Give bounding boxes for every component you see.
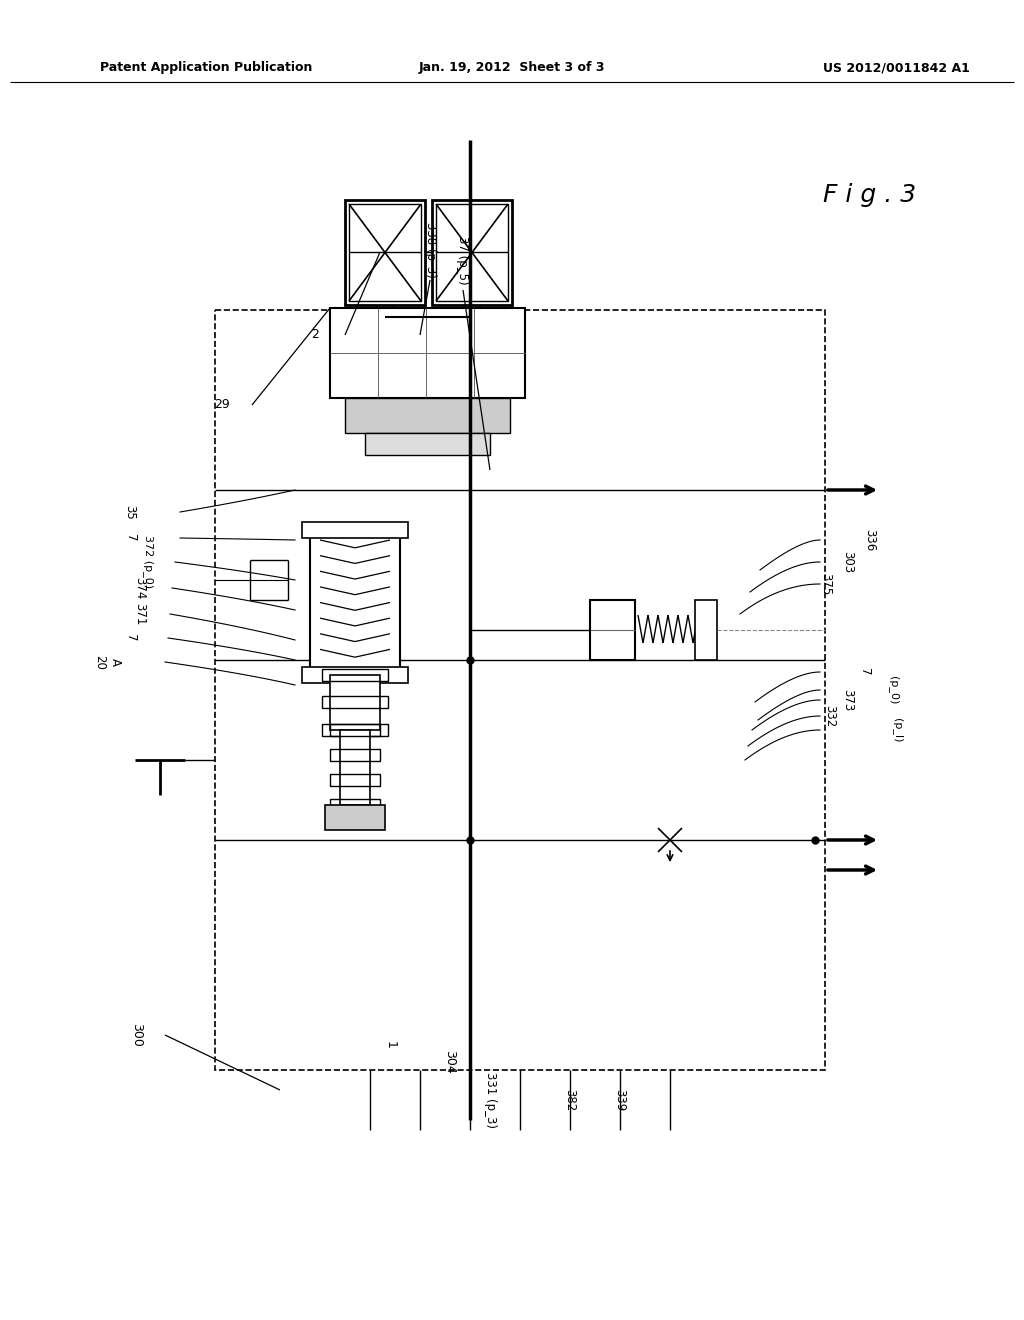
Text: 7: 7	[858, 668, 871, 676]
Bar	[345, 201, 425, 305]
Text: 7: 7	[124, 535, 136, 541]
Bar	[436, 205, 508, 301]
Text: 338 (p_3): 338 (p_3)	[424, 222, 436, 279]
Bar	[365, 433, 490, 455]
Bar	[345, 399, 510, 433]
Text: Patent Application Publication: Patent Application Publication	[100, 62, 312, 74]
Bar	[340, 730, 370, 805]
Bar	[695, 601, 717, 660]
Bar	[325, 805, 385, 830]
Text: 382: 382	[563, 1089, 577, 1111]
Bar	[590, 601, 635, 660]
Text: F i g . 3: F i g . 3	[823, 183, 916, 207]
Bar	[215, 310, 825, 1071]
Bar	[302, 667, 408, 682]
Bar	[349, 205, 421, 301]
Bar	[432, 201, 512, 305]
Text: 29: 29	[214, 399, 229, 412]
Bar	[310, 531, 400, 675]
Text: 331 (p_3): 331 (p_3)	[483, 1072, 497, 1129]
Bar	[322, 669, 388, 681]
Text: 7: 7	[124, 634, 136, 642]
Text: 332: 332	[823, 705, 837, 727]
Text: 374: 374	[133, 577, 146, 599]
Text: 35: 35	[124, 504, 136, 519]
Bar	[330, 748, 380, 762]
Text: (p_l): (p_l)	[892, 718, 902, 742]
Text: 2: 2	[311, 329, 318, 342]
Text: 304: 304	[443, 1051, 457, 1074]
Text: 300: 300	[130, 1023, 143, 1047]
Bar	[330, 774, 380, 785]
Text: 336: 336	[863, 529, 877, 552]
Text: A: A	[109, 657, 122, 667]
Text: (p_0): (p_0)	[888, 676, 898, 704]
Text: 373: 373	[842, 689, 854, 711]
Bar	[322, 696, 388, 708]
Text: 375: 375	[819, 573, 833, 595]
Text: US 2012/0011842 A1: US 2012/0011842 A1	[823, 62, 970, 74]
Text: 20: 20	[93, 655, 106, 669]
Text: 372 (p_0): 372 (p_0)	[142, 536, 154, 589]
Bar	[330, 723, 380, 737]
Text: 37 (p_5): 37 (p_5)	[457, 236, 469, 284]
Bar	[330, 799, 380, 810]
Text: Jan. 19, 2012  Sheet 3 of 3: Jan. 19, 2012 Sheet 3 of 3	[419, 62, 605, 74]
Text: 339: 339	[613, 1089, 627, 1111]
Bar	[330, 675, 380, 730]
Text: 371: 371	[133, 603, 146, 626]
Bar	[322, 723, 388, 737]
Text: 1: 1	[384, 1041, 396, 1049]
Text: 303: 303	[842, 550, 854, 573]
Bar	[302, 521, 408, 539]
Bar	[330, 308, 525, 399]
